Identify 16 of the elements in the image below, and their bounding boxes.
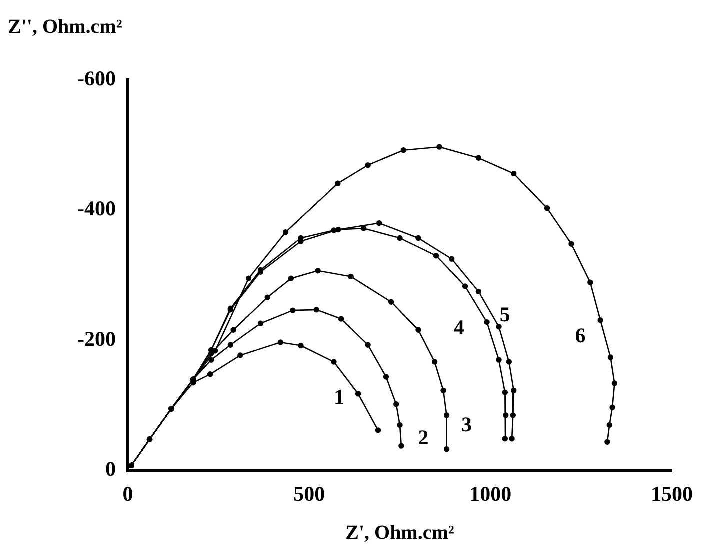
series-label: 4 bbox=[454, 315, 465, 340]
series-label: 5 bbox=[500, 302, 510, 326]
y-tick-label: -200 bbox=[78, 326, 116, 351]
y-tick-label: 0 bbox=[106, 457, 116, 482]
y-tick-label: -400 bbox=[78, 196, 116, 221]
x-tick-label: 1500 bbox=[651, 482, 693, 506]
series-label: 3 bbox=[462, 412, 472, 437]
series-label: 2 bbox=[418, 425, 429, 450]
x-axis-title: Z', Ohm.cm² bbox=[346, 522, 454, 544]
series-label: 6 bbox=[575, 324, 586, 348]
y-tick-label: -600 bbox=[78, 66, 116, 90]
x-tick-label: 0 bbox=[122, 482, 134, 506]
x-tick-label: 500 bbox=[294, 482, 326, 506]
y-axis-title: Z'', Ohm.cm² bbox=[8, 16, 122, 38]
series-label: 1 bbox=[334, 384, 344, 409]
x-tick-label: 1000 bbox=[470, 482, 512, 506]
